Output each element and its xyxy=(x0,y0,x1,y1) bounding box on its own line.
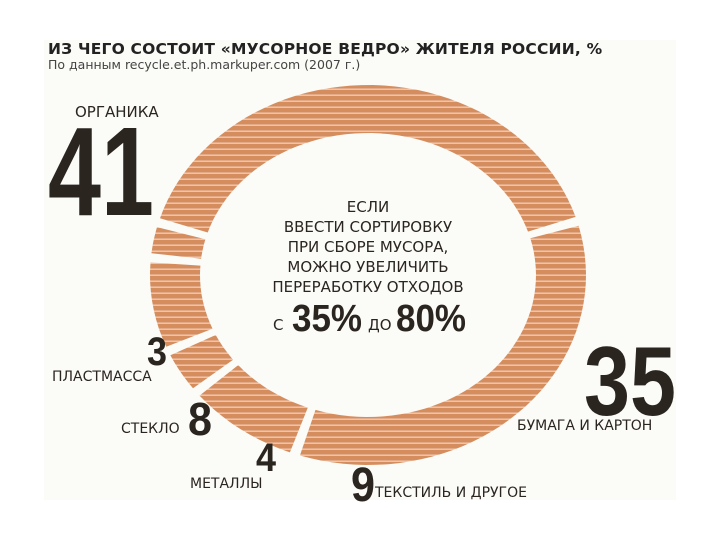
center-line-2: ВВЕСТИ СОРТИРОВКУ xyxy=(284,218,452,236)
label-glass: СТЕКЛО xyxy=(121,421,180,437)
chart-subtitle: По данным recycle.et.ph.markuper.com (20… xyxy=(48,57,361,72)
slice-paper xyxy=(299,225,586,465)
value-paper: 35 xyxy=(584,326,676,436)
chart-title: ИЗ ЧЕГО СОСТОИТ «МУСОРНОЕ ВЕДРО» ЖИТЕЛЯ … xyxy=(48,40,603,58)
center-to-word: ДО xyxy=(368,316,392,334)
center-text: ЕСЛИ ВВЕСТИ СОРТИРОВКУ ПРИ СБОРЕ МУСОРА,… xyxy=(272,198,466,340)
label-metals: МЕТАЛЛЫ xyxy=(190,476,262,492)
center-line-3: ПРИ СБОРЕ МУСОРА, xyxy=(288,238,449,256)
slice-glass xyxy=(150,262,213,347)
value-organics: 41 xyxy=(48,101,154,242)
center-to-value: 80% xyxy=(396,298,466,340)
center-line-4: МОЖНО УВЕЛИЧИТЬ xyxy=(287,258,448,276)
value-glass: 8 xyxy=(188,393,212,445)
label-paper: БУМАГА И КАРТОН xyxy=(517,418,652,434)
value-plastic: 3 xyxy=(147,330,167,374)
slice-textiles xyxy=(199,365,308,453)
center-line-1: ЕСЛИ xyxy=(347,198,389,216)
center-from-value: 35% xyxy=(292,298,362,340)
slices-group xyxy=(150,85,586,465)
value-textiles: 9 xyxy=(351,459,375,512)
label-organics: ОРГАНИКА xyxy=(75,103,159,121)
center-line-5: ПЕРЕРАБОТКУ ОТХОДОВ xyxy=(272,278,463,296)
label-textiles: ТЕКСТИЛЬ И ДРУГОЕ xyxy=(374,485,527,501)
value-metals: 4 xyxy=(256,436,277,480)
label-plastic: ПЛАСТМАССА xyxy=(52,369,152,385)
center-from-word: С xyxy=(273,316,283,334)
slice-organics xyxy=(160,85,576,233)
slice-plastic xyxy=(151,227,206,259)
slice-metals xyxy=(170,335,234,389)
